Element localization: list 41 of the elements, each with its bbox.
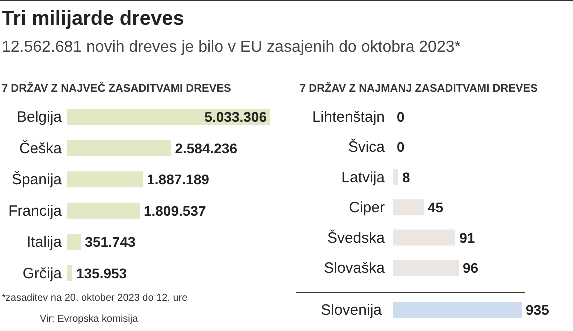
data-label: 2.584.236 xyxy=(175,140,238,156)
y-tick-label: Ciper xyxy=(349,200,385,217)
bar xyxy=(67,172,144,188)
data-label: 1.809.537 xyxy=(144,202,206,219)
data-label: 1.887.189 xyxy=(147,172,210,188)
data-label: 935 xyxy=(526,302,550,318)
y-tick-label: Francija xyxy=(8,202,63,220)
y-tick-label: Švedska xyxy=(327,228,386,247)
data-label: 45 xyxy=(428,200,444,216)
y-tick-label: Lihtenštajn xyxy=(312,109,385,126)
y-tick-label: Češka xyxy=(19,139,63,158)
y-tick-label: Italija xyxy=(26,234,63,252)
data-label: 0 xyxy=(397,109,405,125)
y-tick-label: Latvija xyxy=(342,169,386,186)
y-tick-label: Grčija xyxy=(22,266,63,282)
text: Vir: Evropska komisija xyxy=(40,314,139,325)
y-tick-label: Slovaška xyxy=(324,260,386,277)
bar xyxy=(393,169,398,186)
bar xyxy=(67,140,172,156)
y-tick-label: Belgija xyxy=(16,109,63,126)
data-label: 8 xyxy=(402,169,410,186)
bar xyxy=(393,200,424,216)
bar xyxy=(393,260,459,276)
data-label: 0 xyxy=(397,139,405,156)
data-label: 5.033.306 xyxy=(204,109,268,125)
chart-title: 7 DRŽAV Z NAJVEČ ZASADITVAMI DREVES xyxy=(2,82,232,95)
chart-title: 7 DRŽAV Z NAJMANJ ZASADITVAMI DREVES xyxy=(300,82,538,95)
y-tick-label: Švica xyxy=(348,138,386,156)
bar xyxy=(67,234,82,250)
data-label: 351.743 xyxy=(85,234,136,250)
data-label: 96 xyxy=(463,260,479,276)
bar xyxy=(67,266,72,282)
bar xyxy=(67,202,140,219)
text: 12.562.681 novih dreves je bilo v EU zasajenih do oktobra 2023* xyxy=(2,39,461,56)
bar xyxy=(393,230,456,246)
y-tick-label: Slovenija xyxy=(321,302,383,319)
text: Tri milijarde dreves xyxy=(2,8,184,30)
y-tick-label: Španija xyxy=(12,170,63,189)
data-label: 135.953 xyxy=(76,266,128,282)
text: *zasaditev na 20. oktober 2023 do 12. ure xyxy=(2,293,188,304)
data-label: 91 xyxy=(460,230,476,246)
